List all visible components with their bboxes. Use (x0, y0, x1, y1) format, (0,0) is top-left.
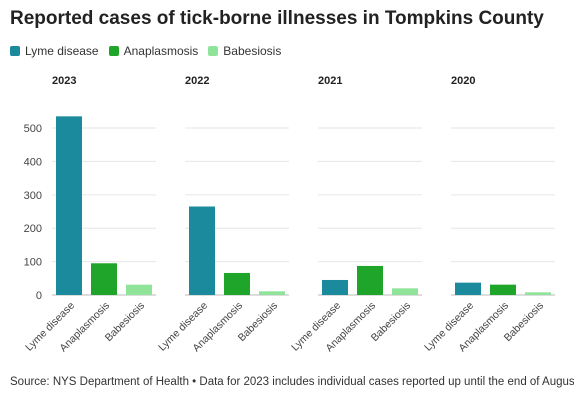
panel-title: 2022 (185, 75, 209, 87)
y-tick-label: 400 (24, 156, 42, 168)
panel-title: 2021 (318, 75, 342, 87)
bar (455, 282, 481, 295)
bar (91, 263, 117, 295)
legend-label-lyme: Lyme disease (25, 44, 99, 58)
legend-swatch-lyme (10, 46, 20, 56)
y-tick-label: 300 (24, 190, 42, 202)
bar (224, 272, 250, 295)
bar (490, 284, 516, 295)
legend: Lyme disease Anaplasmosis Babesiosis (10, 44, 281, 58)
bar (357, 265, 383, 295)
source-note: Source: NYS Department of Health • Data … (10, 376, 574, 388)
bar (392, 288, 418, 295)
y-tick-label: 500 (24, 123, 42, 135)
legend-swatch-babesiosis (208, 46, 219, 56)
y-tick-label: 200 (24, 223, 42, 235)
y-tick-label: 0 (36, 290, 42, 302)
legend-swatch-anaplasmosis (108, 46, 119, 56)
legend-item-lyme: Lyme disease (10, 44, 99, 58)
bar (189, 206, 215, 295)
bar (259, 291, 285, 295)
bar (525, 292, 551, 295)
bar (126, 284, 152, 295)
legend-item-anaplasmosis: Anaplasmosis (108, 44, 199, 58)
y-tick-label: 100 (24, 257, 42, 269)
bar (322, 279, 348, 295)
chart-title: Reported cases of tick-borne illnesses i… (10, 8, 544, 29)
legend-label-anaplasmosis: Anaplasmosis (123, 44, 199, 58)
legend-item-babesiosis: Babesiosis (208, 44, 281, 58)
panel-title: 2023 (52, 75, 76, 87)
panel-title: 2020 (451, 75, 475, 87)
bar (56, 116, 82, 296)
legend-label-babesiosis: Babesiosis (223, 44, 282, 58)
